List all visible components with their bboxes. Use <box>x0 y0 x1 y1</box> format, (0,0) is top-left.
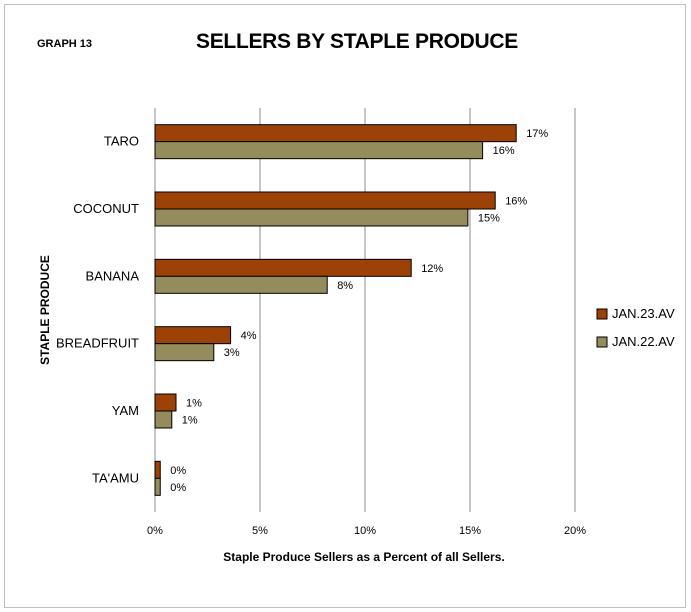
bar-jan-22-av <box>154 477 161 496</box>
bar-jan-22-av <box>154 343 215 362</box>
bar-jan-22-av <box>154 208 469 227</box>
x-axis-title: Staple Produce Sellers as a Percent of a… <box>223 550 504 564</box>
x-tick-label: 10% <box>354 525 376 537</box>
data-label: 0% <box>170 465 186 477</box>
legend-label: JAN.23.AV <box>612 306 675 321</box>
category-labels: TARO COCONUT BANANA BREADFRUIT YAM TA'AMU <box>56 134 139 486</box>
bar-jan-23-av <box>154 191 496 210</box>
x-tick-label: 15% <box>459 525 481 537</box>
data-label: 3% <box>224 347 240 359</box>
data-label: 15% <box>478 213 500 225</box>
category-label: BANANA <box>86 268 140 283</box>
legend: JAN.23.AV JAN.22.AV <box>596 306 675 349</box>
data-label: 1% <box>186 398 202 410</box>
chart-frame <box>4 4 686 608</box>
data-label: 0% <box>170 482 186 494</box>
bar-jan-22-av <box>154 410 173 429</box>
gridlines <box>154 108 576 512</box>
data-label: 16% <box>493 145 515 157</box>
legend-swatch <box>596 336 608 348</box>
bar-jan-22-av <box>154 275 328 294</box>
data-labels: 17% 16% 16% 15% 12% 8% 4%3% 1% 1% 0% 0% <box>170 128 548 494</box>
bar-jan-23-av <box>154 326 232 345</box>
bar-jan-23-av <box>154 124 517 143</box>
legend-swatch <box>596 308 608 320</box>
bar-jan-22-av <box>154 141 484 160</box>
x-tick-label: 5% <box>252 525 268 537</box>
y-axis-title: STAPLE PRODUCE <box>38 255 52 365</box>
bar-jan-23-av <box>154 258 412 277</box>
data-label: 12% <box>421 263 443 275</box>
category-label: TARO <box>104 134 139 149</box>
legend-label: JAN.22.AV <box>612 334 675 349</box>
bar-jan-23-av <box>154 393 177 412</box>
bar-jan-23-av <box>154 460 161 479</box>
data-label: 17% <box>526 128 548 140</box>
category-label: BREADFRUIT <box>56 336 139 351</box>
category-label: YAM <box>112 403 139 418</box>
bars <box>154 124 517 496</box>
chart-title: SELLERS BY STAPLE PRODUCE <box>196 30 518 53</box>
category-label: COCONUT <box>73 201 139 216</box>
data-label: 4% <box>241 330 257 342</box>
x-tick-label: 0% <box>147 525 163 537</box>
data-label: 1% <box>182 415 198 427</box>
graph-label: GRAPH 13 <box>37 38 93 50</box>
data-label: 16% <box>505 196 527 208</box>
category-label: TA'AMU <box>92 470 139 485</box>
x-tick-label: 20% <box>564 525 586 537</box>
data-label: 8% <box>337 280 353 292</box>
x-tick-labels: 0% 5% 10% 15% 20% <box>147 525 586 537</box>
